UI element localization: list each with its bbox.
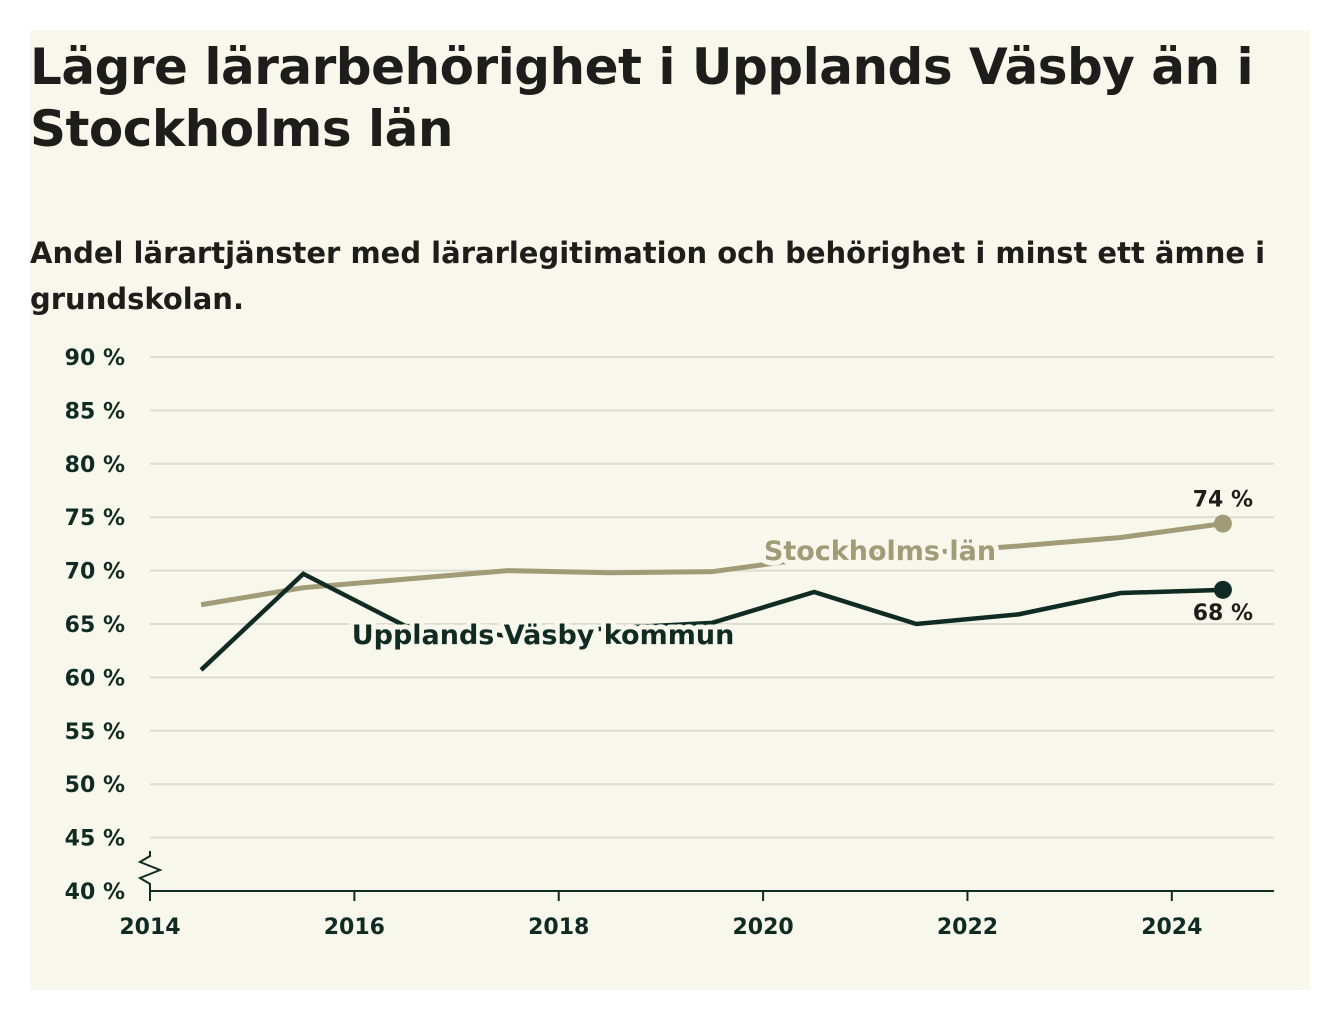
y-tick-label: 70 % xyxy=(65,560,125,585)
y-tick-label: 55 % xyxy=(65,720,125,745)
series-name-label: Upplands Väsby kommun xyxy=(352,620,735,651)
x-tick-label: 2016 xyxy=(324,915,385,940)
series-end-point xyxy=(1213,514,1232,533)
series xyxy=(199,514,1232,672)
grid-lines xyxy=(150,356,1274,839)
x-tick-label: 2020 xyxy=(732,915,793,940)
series-end-point xyxy=(1213,580,1232,599)
chart-subtitle: Andel lärartjänster med lärarlegitimatio… xyxy=(30,236,1266,316)
series-line-upplands-vasby xyxy=(199,571,1223,672)
end-value-label: 68 % xyxy=(1193,601,1253,626)
labels: 74 % Stockholms län 68 % Upplands Väsby kom… xyxy=(347,488,1253,656)
y-tick-label: 45 % xyxy=(65,827,125,852)
y-tick-label: 90 % xyxy=(65,346,125,371)
y-tick-label: 80 % xyxy=(65,453,125,478)
y-tick-label: 50 % xyxy=(65,773,125,798)
y-axis-break-icon xyxy=(137,851,163,891)
x-tick-label: 2024 xyxy=(1141,915,1202,940)
end-value-label: 74 % xyxy=(1193,488,1253,513)
x-tick-label: 2022 xyxy=(937,915,998,940)
series-line-stockholms-lan xyxy=(200,521,1224,608)
axes: 40 % 45 % 50 % 55 % 60 % 65 % 70 % 75 % 80 % 85 %… xyxy=(65,346,1274,940)
y-tick-label: 65 % xyxy=(65,613,125,638)
y-tick-label: 85 % xyxy=(65,399,125,424)
chart-title: Lägre lärarbehörighet i Upplands Väsby ä… xyxy=(30,38,1254,158)
series-name-label: Stockholms län xyxy=(764,536,996,567)
y-tick-label: 75 % xyxy=(65,506,125,531)
x-tick-label: 2014 xyxy=(119,915,180,940)
chart-panel xyxy=(30,30,1310,990)
y-tick-label: 60 % xyxy=(65,666,125,691)
y-tick-label: 40 % xyxy=(65,880,125,905)
x-tick-label: 2018 xyxy=(528,915,589,940)
